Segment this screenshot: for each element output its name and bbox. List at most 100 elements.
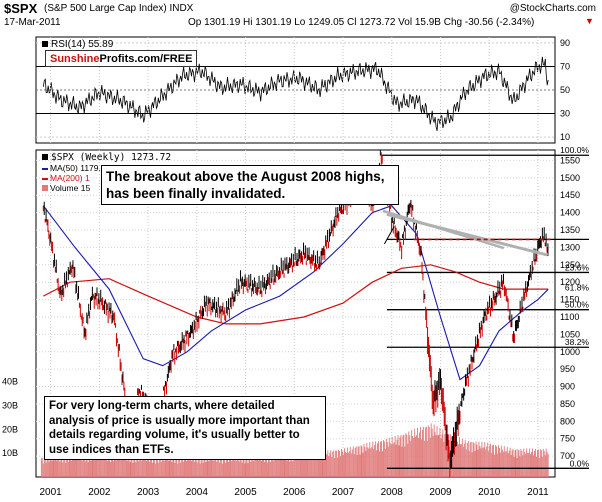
volume-bar <box>77 455 79 477</box>
volume-bar <box>285 454 287 477</box>
volume-bar <box>126 460 128 477</box>
rsi-label-text: RSI(14) 55.89 <box>51 39 114 50</box>
volume-bar <box>298 458 300 477</box>
volume-bar <box>543 451 545 477</box>
volume-bar <box>71 460 72 477</box>
x-tick-label: 2005 <box>234 487 257 498</box>
volume-bar <box>58 456 60 477</box>
x-tick-label: 2009 <box>429 487 452 498</box>
volume-bar <box>281 457 283 477</box>
legend-volume-swatch-icon <box>42 185 48 191</box>
volume-bar <box>371 446 373 477</box>
volume-bar <box>44 458 46 477</box>
volume-bar <box>380 441 381 477</box>
volume-bar <box>477 449 479 477</box>
volume-bar <box>522 455 524 477</box>
volume-bar <box>108 455 109 477</box>
volume-bar <box>465 449 467 477</box>
volume-bar <box>48 461 50 477</box>
volume-bar <box>406 434 408 477</box>
volume-bar <box>246 458 248 477</box>
volume-bar <box>463 443 465 477</box>
volume-bar <box>322 454 324 477</box>
volume-bar <box>399 437 401 477</box>
volume-bar <box>520 448 522 477</box>
volume-bar <box>536 456 537 477</box>
price-tick-label: 1050 <box>560 329 580 339</box>
legend-ma200-text: MA(200) 1 <box>50 173 90 183</box>
volume-bar <box>205 462 207 477</box>
volume-bar <box>270 456 272 477</box>
fib-label: 50.0% <box>565 300 590 310</box>
volume-bar <box>332 451 334 477</box>
volume-bar <box>156 458 158 477</box>
volume-bar <box>443 441 445 477</box>
volume-bar <box>445 431 447 477</box>
volume-bar <box>302 453 303 477</box>
volume-bar <box>57 458 59 477</box>
volume-bar <box>238 461 240 477</box>
trendline-inner <box>382 209 505 250</box>
volume-bar <box>133 456 135 477</box>
volume-bar <box>206 457 208 477</box>
volume-bar <box>458 444 459 477</box>
volume-bar <box>251 456 253 477</box>
rsi-tick-label: 10 <box>560 132 570 142</box>
volume-bar <box>172 458 174 477</box>
fib-label: 61.8% <box>565 283 590 293</box>
volume-bar <box>235 460 237 477</box>
volume-bar <box>95 457 97 477</box>
volume-bar <box>475 441 477 477</box>
volume-bar <box>47 458 49 477</box>
volume-bar <box>358 446 360 477</box>
volume-bar <box>54 459 56 477</box>
volume-bar <box>268 456 270 477</box>
volume-bar <box>65 462 67 477</box>
volume-bar <box>373 449 375 477</box>
volume-tick-label: 30B <box>2 400 18 410</box>
volume-bar <box>538 457 540 477</box>
volume-bar <box>257 456 259 477</box>
volume-bar <box>421 439 422 477</box>
volume-bar <box>185 459 186 477</box>
volume-bar <box>526 448 528 477</box>
volume-bar <box>131 456 133 477</box>
volume-bar <box>120 458 122 477</box>
volume-bar <box>68 461 70 477</box>
volume-bar <box>439 427 441 477</box>
x-tick-label: 2002 <box>88 487 111 498</box>
volume-bar <box>237 457 239 477</box>
price-tick-label: 750 <box>560 434 575 444</box>
volume-bar <box>82 457 84 477</box>
volume-bar <box>229 457 230 477</box>
annotation-pointer <box>384 226 395 245</box>
volume-bar <box>181 457 183 477</box>
volume-bar <box>155 457 157 477</box>
volume-bar <box>115 460 117 477</box>
volume-bar <box>187 457 188 477</box>
legend-volume: Volume 15 <box>42 183 90 193</box>
volume-bar <box>113 461 114 477</box>
volume-bar <box>382 451 383 477</box>
volume-bar <box>404 446 406 477</box>
volume-bar <box>545 448 547 477</box>
volume-bar <box>481 441 483 477</box>
volume-bar <box>203 457 205 477</box>
volume-bar <box>326 454 328 477</box>
volume-bar <box>304 456 305 477</box>
volume-bar <box>163 461 165 477</box>
volume-bar <box>409 435 411 477</box>
volume-bar <box>42 463 44 477</box>
volume-bar <box>72 455 73 477</box>
volume-bar <box>294 455 296 477</box>
volume-bar <box>66 456 68 477</box>
volume-bar <box>307 452 309 477</box>
volume-bar <box>511 450 513 477</box>
breakout-annotation: The breakout above the August 2008 highs… <box>101 165 399 205</box>
volume-bar <box>339 451 340 477</box>
volume-bar <box>299 453 301 477</box>
volume-bar <box>480 448 482 477</box>
volume-bar <box>344 448 345 477</box>
volume-bar <box>300 456 301 477</box>
volume-bar <box>487 442 489 477</box>
